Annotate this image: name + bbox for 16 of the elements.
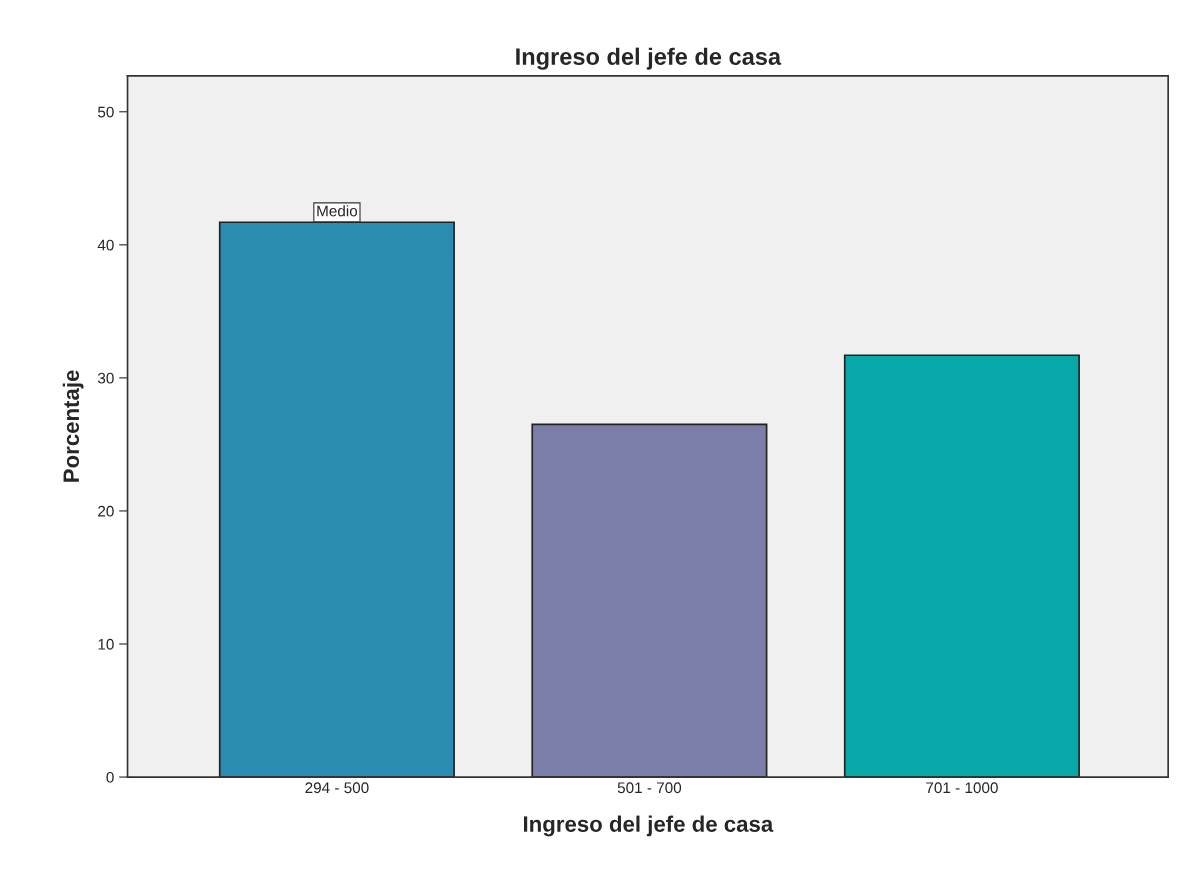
- annotation: Medio: [317, 205, 358, 217]
- y-axis-title: Porcentaje: [62, 370, 84, 482]
- y-tick-label: 10: [98, 638, 114, 650]
- bar: [843, 354, 1080, 778]
- y-tick-label: 0: [106, 771, 114, 783]
- x-tick-label: 294 - 500: [305, 782, 369, 794]
- y-tick-label: 40: [97, 239, 114, 251]
- y-tick-label: 30: [97, 372, 114, 384]
- x-axis-title: Ingreso del jefe de casa: [523, 815, 774, 837]
- x-tick-label: 701 - 1000: [926, 782, 998, 794]
- bar: [218, 221, 455, 778]
- y-tick-label: 20: [98, 505, 114, 517]
- bar: [531, 423, 768, 778]
- chart-title: Ingreso del jefe de casa: [516, 47, 782, 70]
- y-tick-label: 50: [97, 106, 114, 118]
- x-tick-label: 501 - 700: [617, 782, 682, 794]
